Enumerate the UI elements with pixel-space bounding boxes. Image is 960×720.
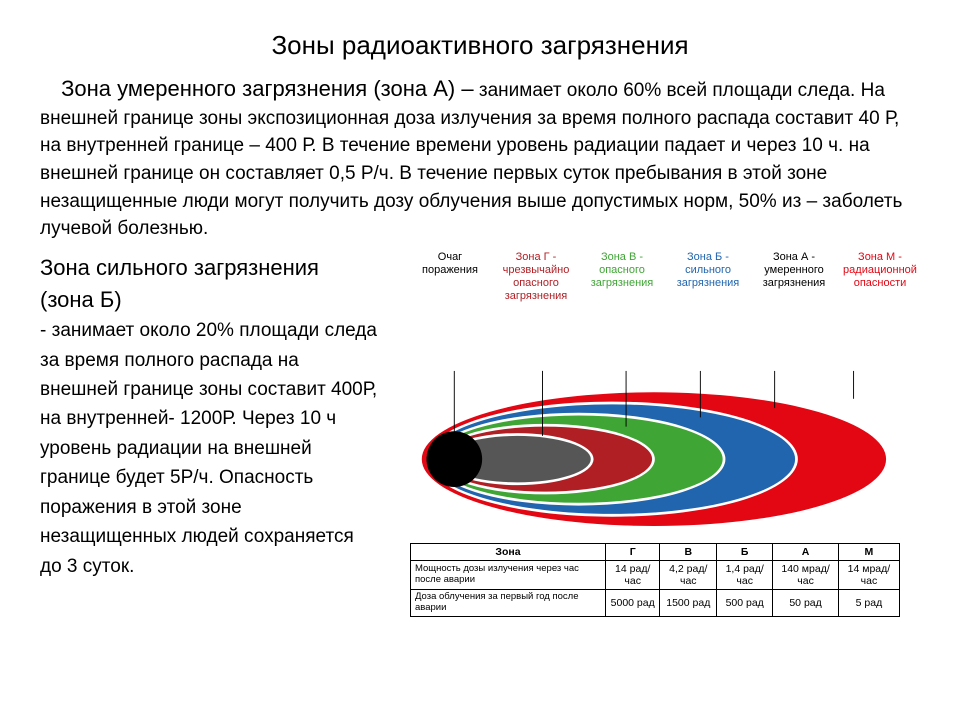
table-cell: 14 рад/час <box>605 561 659 590</box>
zone-b-lead2: (зона Б) <box>40 287 122 312</box>
zone-a-text: занимает около 60% всей площади следа. Н… <box>40 80 902 239</box>
table-row-label: Доза облучения за первый год после авари… <box>411 590 606 617</box>
label-zone-a: Зона А - умеренного загрязнения <box>754 251 834 304</box>
zone-b-lead1: Зона сильного загрязнения <box>40 255 319 280</box>
table-cell: 5 рад <box>838 590 899 617</box>
zone-labels-row: Очагпоражения Зона Г - чрезвычайно опасн… <box>380 251 920 304</box>
table-header-cell: А <box>773 544 839 561</box>
table-row-label: Мощность дозы излучения через час после … <box>411 561 606 590</box>
zone-a-lead: Зона умеренного загрязнения (зона А) – <box>61 76 473 101</box>
table-header-cell: Зона <box>411 544 606 561</box>
zone-b-text: - занимает около 20% площади следа за вр… <box>40 316 380 581</box>
paragraph-zone-a: Зона умеренного загрязнения (зона А) – з… <box>40 73 920 243</box>
table-header-cell: Г <box>605 544 659 561</box>
zones-diagram <box>380 307 900 537</box>
label-ochag: Очагпоражения <box>410 251 490 304</box>
zones-svg <box>380 307 900 537</box>
table-header-cell: М <box>838 544 899 561</box>
label-zone-v: Зона В - опасного загрязнения <box>582 251 662 304</box>
label-zone-m: Зона М - радиационной опасности <box>840 251 920 304</box>
table-cell: 5000 рад <box>605 590 659 617</box>
table-cell: 50 рад <box>773 590 839 617</box>
page-title: Зоны радиоактивного загрязнения <box>40 30 920 61</box>
label-zone-g: Зона Г - чрезвычайно опасного загрязнени… <box>496 251 576 304</box>
table-cell: 500 рад <box>717 590 773 617</box>
label-zone-b: Зона Б - сильного загрязнения <box>668 251 748 304</box>
table-row: Доза облучения за первый год после авари… <box>411 590 900 617</box>
table-cell: 14 мрад/час <box>838 561 899 590</box>
table-header-cell: Б <box>717 544 773 561</box>
table-row: Мощность дозы излучения через час после … <box>411 561 900 590</box>
table-cell: 140 мрад/час <box>773 561 839 590</box>
table-cell: 1,4 рад/час <box>717 561 773 590</box>
table-cell: 1500 рад <box>660 590 717 617</box>
zone-table: ЗонаГВБАМ Мощность дозы излучения через … <box>410 543 900 617</box>
table-cell: 4,2 рад/час <box>660 561 717 590</box>
table-header-cell: В <box>660 544 717 561</box>
